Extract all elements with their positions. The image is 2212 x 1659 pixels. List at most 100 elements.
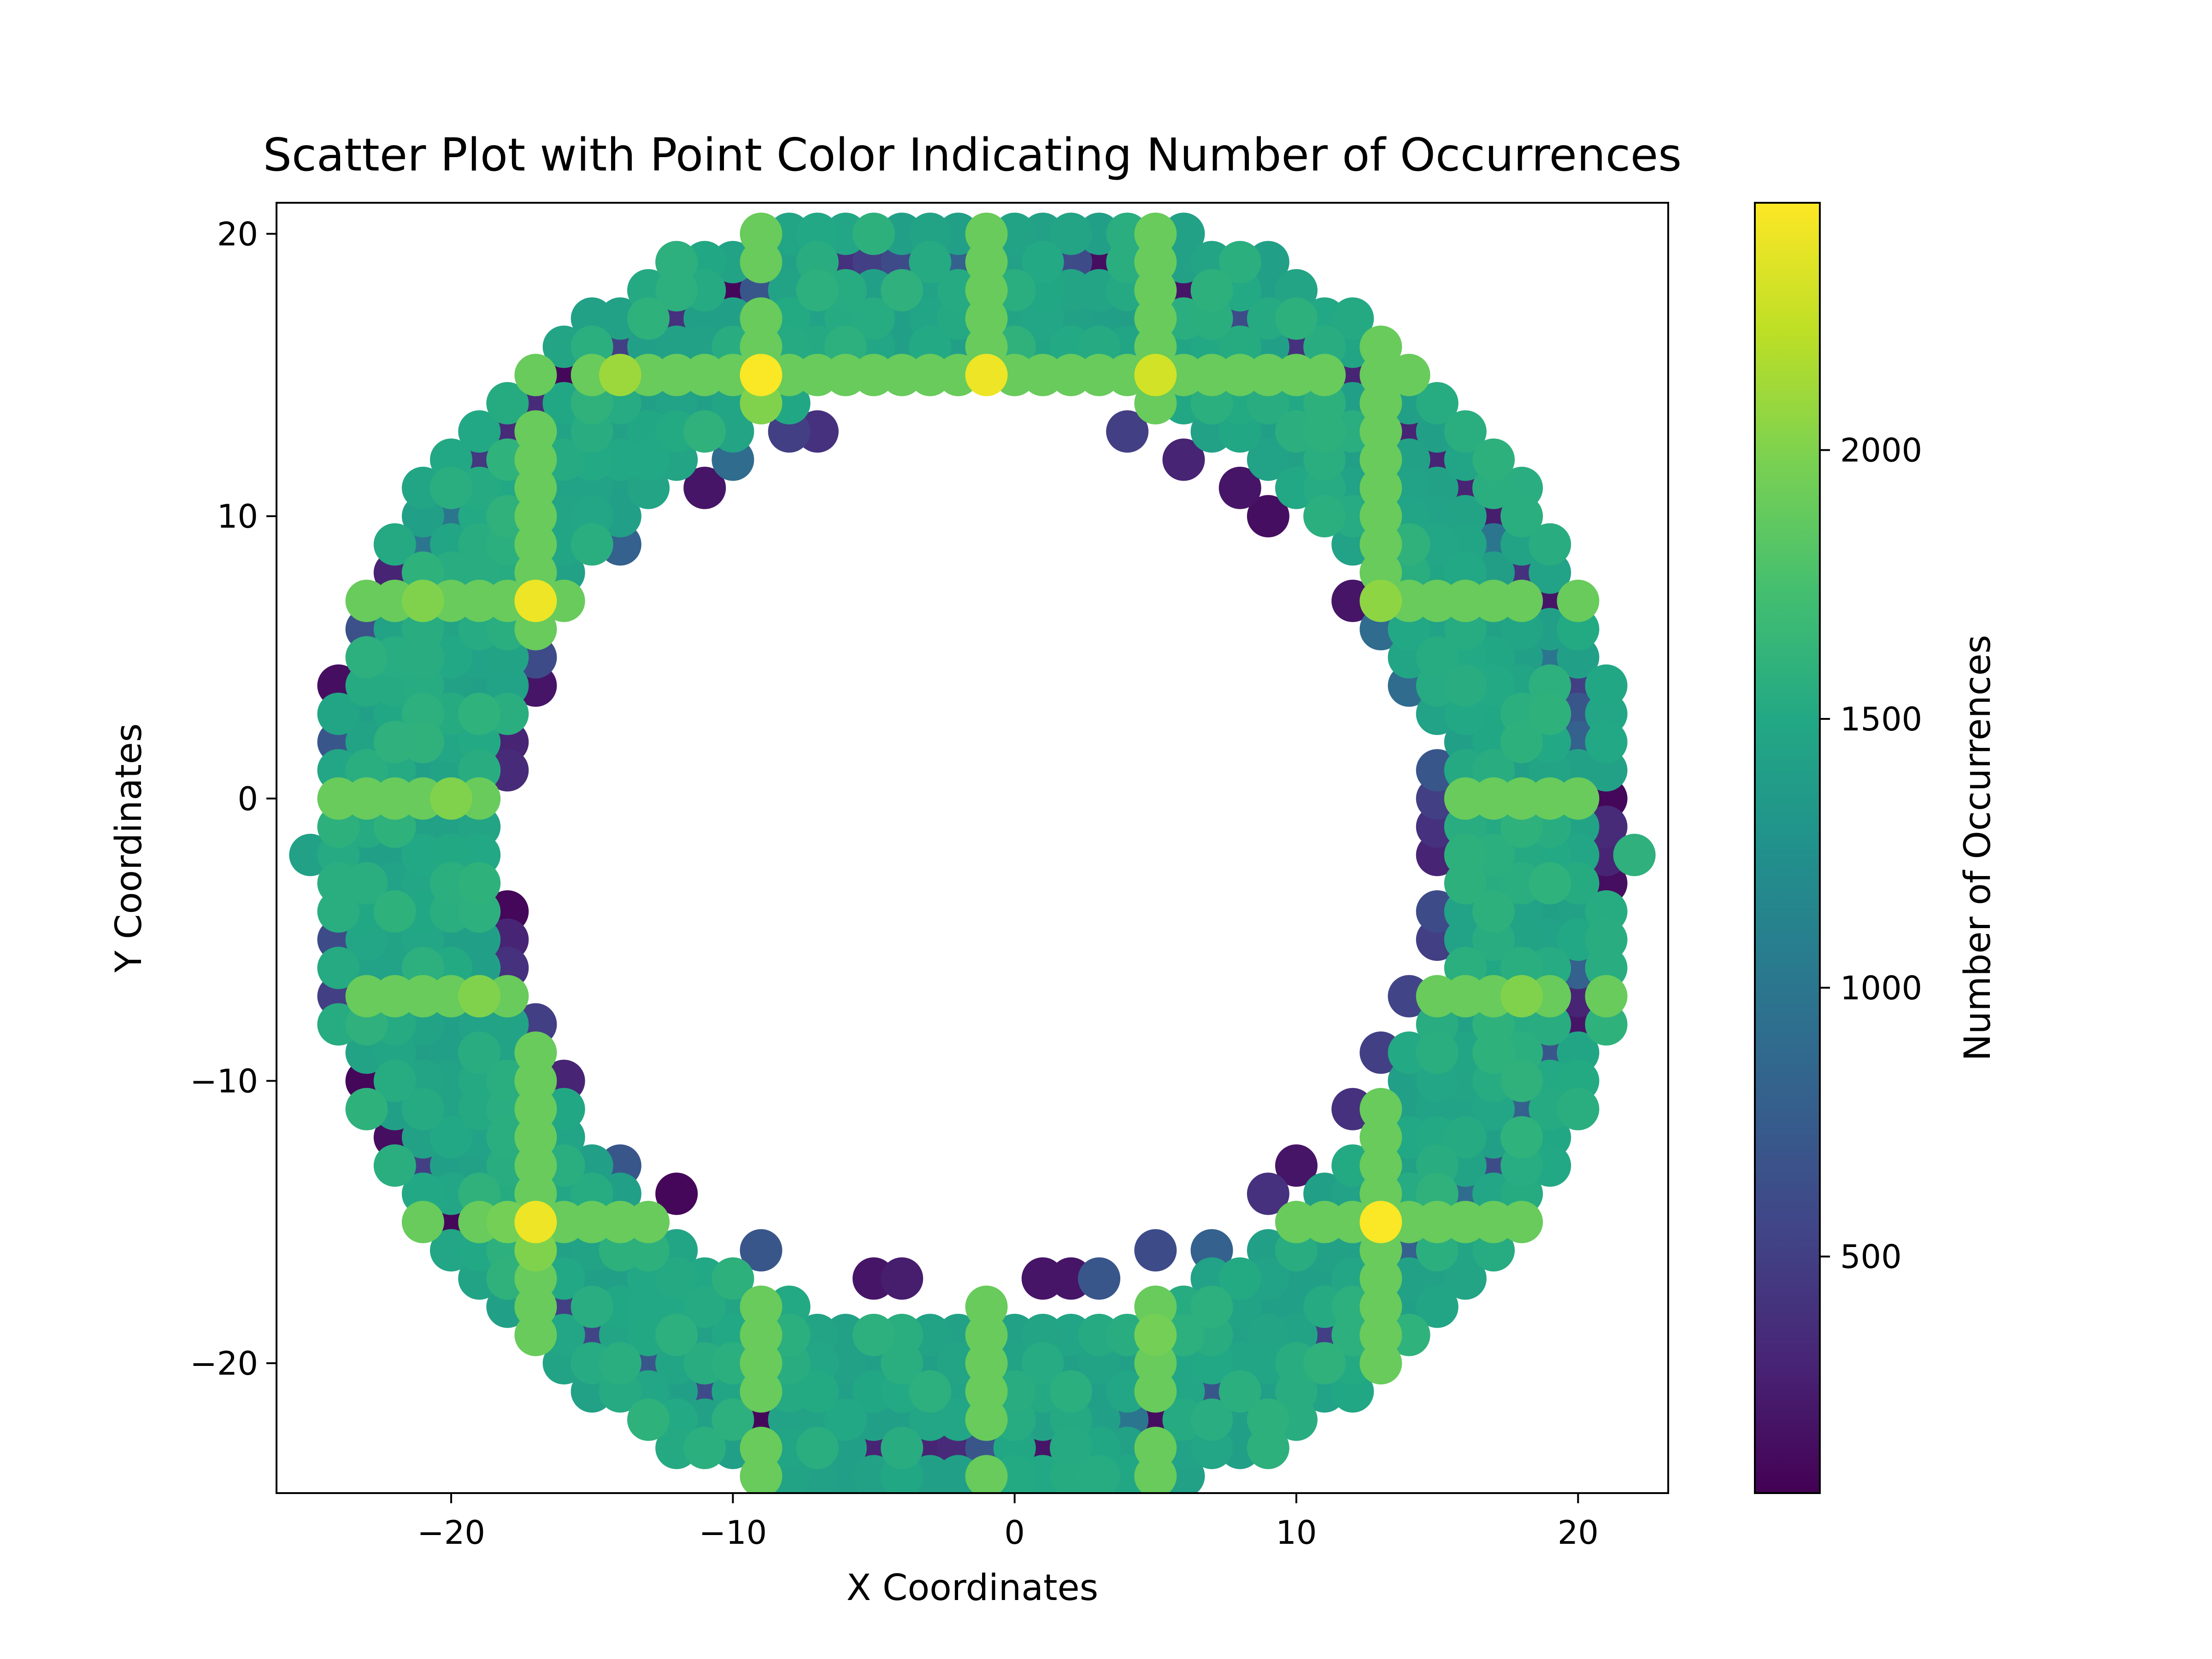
x-tick-label: −10	[699, 1514, 767, 1552]
scatter-point	[627, 297, 670, 340]
scatter-point	[881, 1427, 924, 1469]
scatter-point	[486, 382, 529, 424]
colorbar-tick-label: 1500	[1840, 700, 1922, 738]
scatter-point	[683, 1285, 726, 1328]
scatter-point	[514, 579, 557, 622]
y-tick-label: −20	[190, 1345, 258, 1382]
scatter-point	[1472, 890, 1515, 933]
scatter-point	[401, 721, 444, 764]
scatter-point	[683, 410, 726, 453]
scatter-point	[1500, 975, 1543, 1018]
scatter-point	[1359, 325, 1402, 368]
scatter-point	[1134, 1427, 1177, 1469]
scatter-point	[683, 466, 726, 509]
scatter-point	[1500, 1200, 1543, 1243]
scatter-point	[1134, 1313, 1177, 1356]
scatter-point	[1585, 721, 1628, 764]
scatter-point	[1500, 1116, 1543, 1159]
scatter-point	[1557, 579, 1600, 622]
scatter-point	[796, 269, 839, 312]
scatter-point	[740, 1427, 782, 1469]
scatter-point	[965, 1285, 1008, 1328]
scatter-point	[373, 1059, 416, 1102]
scatter-point	[740, 212, 782, 255]
scatter-point	[1557, 1088, 1600, 1130]
x-axis-label: X Coordinates	[847, 1567, 1098, 1609]
scatter-point	[1303, 353, 1346, 396]
scatter-point	[571, 1285, 613, 1328]
scatter-point	[317, 693, 360, 735]
scatter-point	[1247, 1427, 1289, 1469]
scatter-point	[317, 947, 360, 989]
scatter-point	[1416, 382, 1459, 424]
scatter-point	[514, 353, 557, 396]
x-tick-label: 0	[1004, 1514, 1025, 1552]
scatter-point	[1331, 297, 1374, 340]
scatter-point	[1359, 579, 1402, 622]
scatter-point	[853, 1313, 895, 1356]
scatter-point	[909, 241, 952, 283]
scatter-point	[430, 1116, 472, 1159]
scatter-point	[430, 777, 472, 820]
scatter-point	[965, 1455, 1008, 1493]
scatter-point	[1021, 1342, 1064, 1385]
scatter-point	[1529, 693, 1571, 735]
x-tick-label: 20	[1558, 1514, 1599, 1552]
scatter-point	[1613, 834, 1656, 877]
scatter-point	[1247, 495, 1289, 538]
y-tick-label: −10	[190, 1062, 258, 1100]
y-tick-label: 10	[217, 498, 258, 535]
scatter-point	[909, 1370, 952, 1413]
x-tick-label: −20	[417, 1514, 485, 1552]
scatter-point	[1275, 1144, 1318, 1187]
scatter-point	[1529, 523, 1571, 566]
scatter-point	[1416, 1285, 1459, 1328]
colorbar-tick-label: 500	[1840, 1238, 1902, 1276]
scatter-point	[655, 1257, 698, 1300]
scatter-point	[401, 579, 444, 622]
scatter-point	[373, 523, 416, 566]
scatter-point	[1585, 664, 1628, 707]
scatter-point	[514, 1031, 557, 1074]
scatter-point	[1359, 1088, 1402, 1130]
scatter-point	[1444, 664, 1487, 707]
scatter-point	[373, 890, 416, 933]
scatter-point	[458, 1031, 501, 1074]
scatter-point	[401, 1088, 444, 1130]
scatter-point	[965, 212, 1008, 255]
scatter-point	[1247, 1172, 1289, 1215]
scatter-point	[345, 1088, 388, 1130]
scatter-point	[796, 1427, 839, 1469]
scatter-point	[1218, 466, 1261, 509]
scatter-point	[458, 410, 501, 453]
scatter-point	[1416, 636, 1459, 679]
scatter-point	[373, 1144, 416, 1187]
scatter-point	[1500, 1059, 1543, 1102]
scatter-point	[1134, 1229, 1177, 1272]
x-axis-ticks: −20 −10 0 10 20	[417, 1493, 1599, 1552]
scatter-point	[627, 1200, 670, 1243]
y-tick-label: 0	[237, 780, 258, 818]
scatter-point	[712, 1257, 754, 1300]
scatter-point	[1190, 1398, 1233, 1441]
scatter-point	[1303, 495, 1346, 538]
scatter-point	[1585, 975, 1628, 1018]
scatter-point	[853, 297, 895, 340]
scatter-point	[1529, 862, 1571, 905]
scatter-point	[881, 1257, 924, 1300]
scatter-point	[1557, 777, 1600, 820]
scatter-point	[1190, 1285, 1233, 1328]
scatter-point	[965, 353, 1008, 396]
scatter-point	[1050, 212, 1092, 255]
scatter-point	[1444, 410, 1487, 453]
scatter-point	[1444, 834, 1487, 877]
scatter-point	[1500, 495, 1543, 538]
scatter-point	[514, 1200, 557, 1243]
scatter-point	[683, 1427, 726, 1469]
y-axis-ticks: −20 −10 0 10 20	[190, 215, 276, 1382]
scatter-point	[345, 636, 388, 679]
scatter-point	[627, 1398, 670, 1441]
scatter-point	[1472, 438, 1515, 481]
scatter-point	[1416, 1031, 1459, 1074]
scatter-point	[599, 1342, 641, 1385]
